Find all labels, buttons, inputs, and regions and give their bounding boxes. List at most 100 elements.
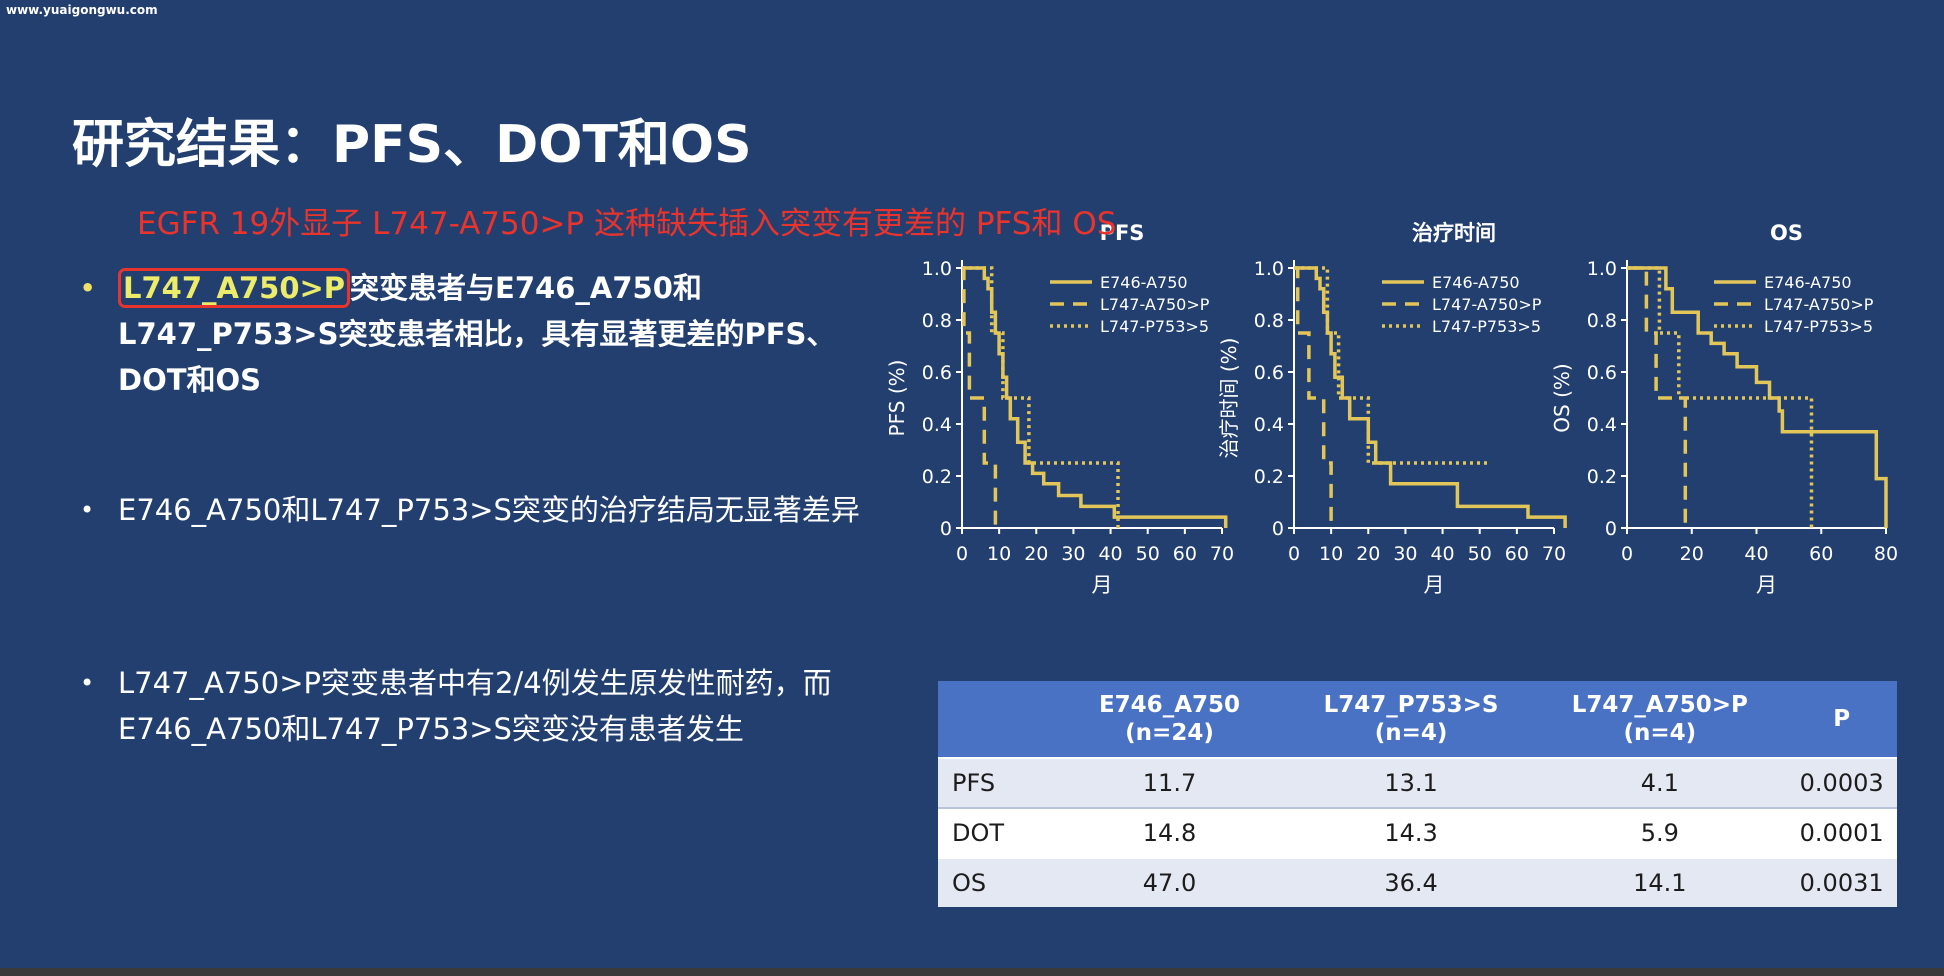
y-tick-label: 1.0 bbox=[922, 258, 952, 280]
table-body: PFS 11.7 13.1 4.1 0.0003 DOT 14.8 14.3 5.9 0.0001… bbox=[938, 757, 1897, 907]
table-cell: 11.7 bbox=[1050, 757, 1289, 808]
legend-label: L747-P753>5 bbox=[1764, 317, 1873, 336]
x-tick-label: 40 bbox=[1098, 543, 1122, 565]
table-header-cell: L747_A750>P (n=4) bbox=[1533, 681, 1787, 758]
x-tick-label: 30 bbox=[1061, 543, 1085, 565]
y-tick-label: 1.0 bbox=[1587, 258, 1617, 280]
x-tick-label: 20 bbox=[1024, 543, 1048, 565]
survival-curve-dashed bbox=[1627, 266, 1688, 528]
x-tick-label: 40 bbox=[1744, 543, 1768, 565]
y-tick-label: 0.2 bbox=[1587, 466, 1617, 488]
y-tick-label: 1.0 bbox=[1254, 258, 1284, 280]
y-tick-label: 0 bbox=[940, 518, 952, 540]
table-cell: 13.1 bbox=[1288, 757, 1534, 808]
y-tick-label: 0.2 bbox=[922, 466, 952, 488]
table-row: OS 47.0 36.4 14.1 0.0031 bbox=[938, 857, 1897, 907]
legend-label: L747-P753>5 bbox=[1432, 317, 1541, 336]
y-tick-label: 0.6 bbox=[1587, 362, 1617, 384]
x-tick-label: 10 bbox=[1319, 543, 1343, 565]
survival-curve-dashed bbox=[962, 266, 998, 528]
x-tick-label: 50 bbox=[1136, 543, 1160, 565]
x-tick-label: 60 bbox=[1505, 543, 1529, 565]
watermark: www.yuaigongwu.com bbox=[6, 3, 158, 17]
legend-label: E746-A750 bbox=[1764, 273, 1852, 292]
x-tick-label: 0 bbox=[1621, 543, 1633, 565]
survival-curve-dotted bbox=[1294, 266, 1488, 465]
x-tick-label: 30 bbox=[1393, 543, 1417, 565]
table-header-row: E746_A750 (n=24) L747_P753>S (n=4) L747_A750… bbox=[938, 681, 1897, 758]
x-tick-label: 20 bbox=[1356, 543, 1380, 565]
bullet-dot-icon: • bbox=[80, 496, 95, 524]
table-row: PFS 11.7 13.1 4.1 0.0003 bbox=[938, 757, 1897, 808]
table-cell: 4.1 bbox=[1533, 757, 1787, 808]
bullet-dot-icon: • bbox=[80, 274, 96, 302]
legend-label: L747-A750>P bbox=[1100, 295, 1210, 314]
survival-charts: PFS 0 0.2 0.4 0.6 0.8 1.0 0 10 20 30 40 50 60 70 月 PFS (… bbox=[880, 200, 1920, 620]
legend-label: L747-A750>P bbox=[1764, 295, 1874, 314]
x-axis-label: 月 bbox=[1424, 573, 1445, 597]
table-row-label: PFS bbox=[938, 757, 1051, 808]
bullet-item-1: • L747_A750>P 突变患者与E746_A750和L747_P753>S突… bbox=[80, 265, 870, 403]
y-tick-label: 0 bbox=[1272, 518, 1284, 540]
table-cell: 14.1 bbox=[1533, 857, 1787, 907]
x-axis-label: 月 bbox=[1092, 573, 1113, 597]
table-cell: 47.0 bbox=[1050, 857, 1289, 907]
y-tick-label: 0.6 bbox=[922, 362, 952, 384]
x-tick-label: 70 bbox=[1210, 543, 1234, 565]
highlighted-mutation: L747_A750>P bbox=[118, 268, 351, 308]
table-cell: 0.0001 bbox=[1786, 807, 1897, 858]
survival-curve-solid bbox=[1294, 266, 1567, 528]
table-cell: 5.9 bbox=[1533, 807, 1787, 858]
legend-label: E746-A750 bbox=[1100, 273, 1188, 292]
charts-svg: PFS 0 0.2 0.4 0.6 0.8 1.0 0 10 20 30 40 50 60 70 月 PFS (… bbox=[885, 221, 1898, 597]
chart-title: OS bbox=[1770, 221, 1803, 245]
y-tick-label: 0.2 bbox=[1254, 466, 1284, 488]
outcome-table: E746_A750 (n=24) L747_P753>S (n=4) L747_A750… bbox=[938, 681, 1897, 907]
x-tick-label: 20 bbox=[1680, 543, 1704, 565]
y-axis-label: 治疗时间 (%) bbox=[1217, 338, 1241, 459]
survival-curve-solid bbox=[1627, 266, 1888, 528]
legend-label: E746-A750 bbox=[1432, 273, 1520, 292]
y-tick-label: 0.8 bbox=[922, 310, 952, 332]
slide-title: 研究结果：PFS、DOT和OS bbox=[72, 115, 752, 175]
table-cell: 0.0003 bbox=[1786, 757, 1897, 808]
red-annotation: EGFR 19外显子 L747-A750>P 这种缺失插入突变有更差的 PFS和… bbox=[137, 206, 1117, 242]
y-tick-label: 0.8 bbox=[1254, 310, 1284, 332]
bullet-item-3: • L747_A750>P突变患者中有2/4例发生原发性耐药，而E746_A75… bbox=[80, 660, 870, 752]
y-tick-label: 0.4 bbox=[922, 414, 952, 436]
survival-curve-dashed bbox=[1294, 266, 1333, 528]
table-header-cell bbox=[938, 681, 1051, 758]
x-tick-label: 50 bbox=[1468, 543, 1492, 565]
x-tick-label: 40 bbox=[1430, 543, 1454, 565]
table-cell: 0.0031 bbox=[1786, 857, 1897, 907]
bullet-text: E746_A750和L747_P753>S突变的治疗结局无显著差异 bbox=[118, 493, 860, 527]
table-row-label: DOT bbox=[938, 807, 1051, 858]
bullet-text: L747_A750>P突变患者中有2/4例发生原发性耐药，而E746_A750和… bbox=[118, 666, 832, 746]
bullet-text: L747_A750>P 突变患者与E746_A750和L747_P753>S突变患… bbox=[118, 265, 870, 403]
x-tick-label: 0 bbox=[956, 543, 968, 565]
x-axis-label: 月 bbox=[1756, 573, 1777, 597]
table-row-label: OS bbox=[938, 857, 1051, 907]
y-axis-label: PFS (%) bbox=[885, 360, 909, 437]
bullet-dot-icon: • bbox=[80, 669, 95, 697]
chart-title: 治疗时间 bbox=[1412, 221, 1496, 245]
survival-curve-dotted bbox=[962, 266, 1120, 528]
legend-label: L747-P753>5 bbox=[1100, 317, 1209, 336]
table-row: DOT 14.8 14.3 5.9 0.0001 bbox=[938, 807, 1897, 858]
table-header-cell: E746_A750 (n=24) bbox=[1050, 681, 1289, 758]
table-cell: 36.4 bbox=[1288, 857, 1534, 907]
x-tick-label: 70 bbox=[1542, 543, 1566, 565]
x-tick-label: 60 bbox=[1173, 543, 1197, 565]
bottom-bar bbox=[0, 968, 1944, 976]
chart-title: PFS bbox=[1100, 221, 1145, 245]
y-tick-label: 0.6 bbox=[1254, 362, 1284, 384]
y-tick-label: 0 bbox=[1605, 518, 1617, 540]
table-cell: 14.8 bbox=[1050, 807, 1289, 858]
table-cell: 14.3 bbox=[1288, 807, 1534, 858]
legend-label: L747-A750>P bbox=[1432, 295, 1542, 314]
x-tick-label: 60 bbox=[1809, 543, 1833, 565]
y-tick-label: 0.8 bbox=[1587, 310, 1617, 332]
x-tick-label: 10 bbox=[987, 543, 1011, 565]
bullet-item-2: • E746_A750和L747_P753>S突变的治疗结局无显著差异 bbox=[80, 487, 870, 533]
y-tick-label: 0.4 bbox=[1587, 414, 1617, 436]
